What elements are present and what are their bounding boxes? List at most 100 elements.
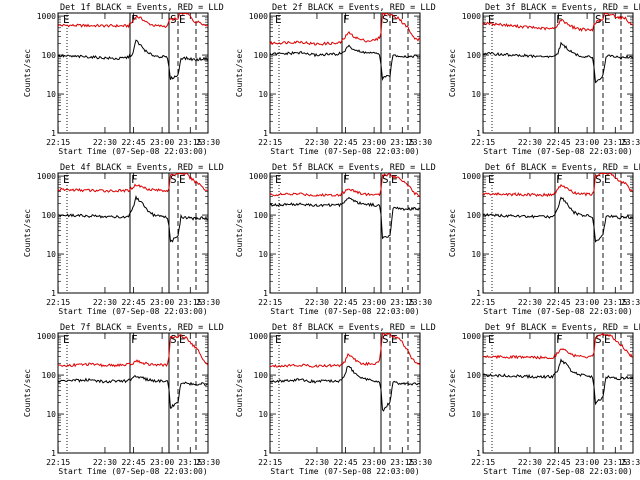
series-line-events xyxy=(482,196,633,243)
x-tick-label: 23:15 xyxy=(390,298,414,307)
y-tick-label: 1 xyxy=(476,449,481,458)
chart-panel-1: Det 1f BLACK = Events, RED = LLD 1 10 100 10… xyxy=(23,3,224,156)
event-marker-label: F xyxy=(343,13,350,26)
chart-panel-3: Det 3f BLACK = Events, RED = LLD 1 10 100 10… xyxy=(448,3,640,156)
y-tick-label: 100 xyxy=(254,211,269,220)
y-tick-label: 10 xyxy=(471,250,481,259)
y-tick-label: 1000 xyxy=(462,12,481,21)
event-marker-label: S xyxy=(595,333,602,346)
x-axis-label: Start Time (07-Sep-08 22:03:00) xyxy=(483,147,632,156)
x-tick-label: 22:30 xyxy=(305,298,329,307)
chart-title: Det 4f BLACK = Events, RED = LLD xyxy=(60,163,224,173)
x-tick-label: 23:30 xyxy=(621,298,640,307)
event-marker-label: E xyxy=(391,13,398,26)
x-tick-label: 23:30 xyxy=(621,458,640,467)
series-line-events xyxy=(269,365,421,412)
y-tick-label: 1000 xyxy=(37,172,56,181)
x-tick-label: 22:30 xyxy=(518,138,542,147)
series-line-events xyxy=(269,196,421,240)
chart-panel-6: Det 6f BLACK = Events, RED = LLD 1 10 100 10… xyxy=(448,163,640,316)
x-tick-label: 23:00 xyxy=(575,458,599,467)
chart-title: Det 8f BLACK = Events, RED = LLD xyxy=(272,323,436,333)
event-marker-label: E xyxy=(488,173,495,186)
y-tick-label: 1 xyxy=(51,129,56,138)
event-marker-label: F xyxy=(343,173,350,186)
y-tick-label: 1000 xyxy=(249,332,268,341)
x-tick-label: 22:45 xyxy=(334,138,358,147)
y-axis-label: Counts/sec xyxy=(23,49,32,97)
chart-title: Det 3f BLACK = Events, RED = LLD xyxy=(485,3,640,13)
chart-title: Det 2f BLACK = Events, RED = LLD xyxy=(272,3,436,13)
event-marker-label: E xyxy=(604,173,611,186)
x-tick-label: 23:15 xyxy=(390,138,414,147)
plot-frame xyxy=(269,172,421,294)
event-marker-label: F xyxy=(556,333,563,346)
x-tick-label: 23:00 xyxy=(575,298,599,307)
x-tick-label: 22:30 xyxy=(305,138,329,147)
x-tick-label: 22:45 xyxy=(122,458,146,467)
plot-frame xyxy=(57,332,209,454)
x-axis-label: Start Time (07-Sep-08 22:03:00) xyxy=(483,467,632,476)
y-axis-label: Counts/sec xyxy=(448,209,457,257)
series-line-events xyxy=(482,41,633,84)
chart-title: Det 6f BLACK = Events, RED = LLD xyxy=(485,163,640,173)
y-tick-label: 10 xyxy=(258,90,268,99)
event-marker-label: E xyxy=(179,173,186,186)
event-marker-label: S xyxy=(170,173,177,186)
y-axis-label: Counts/sec xyxy=(235,369,244,417)
x-tick-label: 23:30 xyxy=(196,298,220,307)
x-tick-label: 22:15 xyxy=(46,458,70,467)
chart-title: Det 9f BLACK = Events, RED = LLD xyxy=(485,323,640,333)
x-tick-label: 22:15 xyxy=(471,298,495,307)
x-tick-label: 23:00 xyxy=(362,298,386,307)
y-tick-label: 1 xyxy=(263,129,268,138)
chart-panel-7: Det 7f BLACK = Events, RED = LLD 1 10 100 10… xyxy=(23,323,224,476)
x-tick-label: 23:30 xyxy=(408,458,432,467)
y-tick-label: 10 xyxy=(471,410,481,419)
plot-frame xyxy=(57,172,209,294)
y-tick-label: 1000 xyxy=(37,332,56,341)
y-tick-label: 1 xyxy=(263,449,268,458)
y-tick-label: 100 xyxy=(254,371,269,380)
series-line-events xyxy=(57,39,209,80)
y-tick-label: 10 xyxy=(471,90,481,99)
x-tick-label: 23:00 xyxy=(362,458,386,467)
x-tick-label: 22:15 xyxy=(46,298,70,307)
event-marker-label: F xyxy=(556,13,563,26)
x-tick-label: 23:00 xyxy=(362,138,386,147)
y-tick-label: 1 xyxy=(263,289,268,298)
chart-panel-8: Det 8f BLACK = Events, RED = LLD 1 10 100 10… xyxy=(235,323,436,476)
x-tick-label: 22:15 xyxy=(258,298,282,307)
y-tick-label: 1000 xyxy=(462,332,481,341)
series-line-lld xyxy=(269,172,421,198)
event-marker-label: E xyxy=(275,173,282,186)
y-tick-label: 10 xyxy=(258,250,268,259)
x-tick-label: 23:15 xyxy=(603,298,627,307)
x-tick-label: 22:15 xyxy=(258,458,282,467)
event-marker-label: S xyxy=(382,333,389,346)
event-marker-label: E xyxy=(391,173,398,186)
y-axis-label: Counts/sec xyxy=(448,369,457,417)
plot-frame xyxy=(269,332,421,454)
x-tick-label: 22:30 xyxy=(518,458,542,467)
x-tick-label: 22:30 xyxy=(518,298,542,307)
series-line-lld xyxy=(482,12,633,32)
x-tick-label: 23:30 xyxy=(621,138,640,147)
x-axis-label: Start Time (07-Sep-08 22:03:00) xyxy=(58,147,207,156)
event-marker-label: E xyxy=(179,13,186,26)
event-marker-label: F xyxy=(131,173,138,186)
x-tick-label: 22:15 xyxy=(46,138,70,147)
event-marker-label: E xyxy=(604,13,611,26)
y-tick-label: 1000 xyxy=(249,12,268,21)
x-axis-label: Start Time (07-Sep-08 22:03:00) xyxy=(58,467,207,476)
event-marker-label: F xyxy=(343,333,350,346)
x-tick-label: 23:30 xyxy=(196,138,220,147)
y-axis-label: Counts/sec xyxy=(235,49,244,97)
chart-panel-9: Det 9f BLACK = Events, RED = LLD 1 10 100 10… xyxy=(448,323,640,476)
series-line-lld xyxy=(57,172,209,193)
x-tick-label: 23:00 xyxy=(150,298,174,307)
series-line-lld xyxy=(269,13,421,46)
event-marker-label: S xyxy=(382,173,389,186)
event-marker-label: S xyxy=(382,13,389,26)
